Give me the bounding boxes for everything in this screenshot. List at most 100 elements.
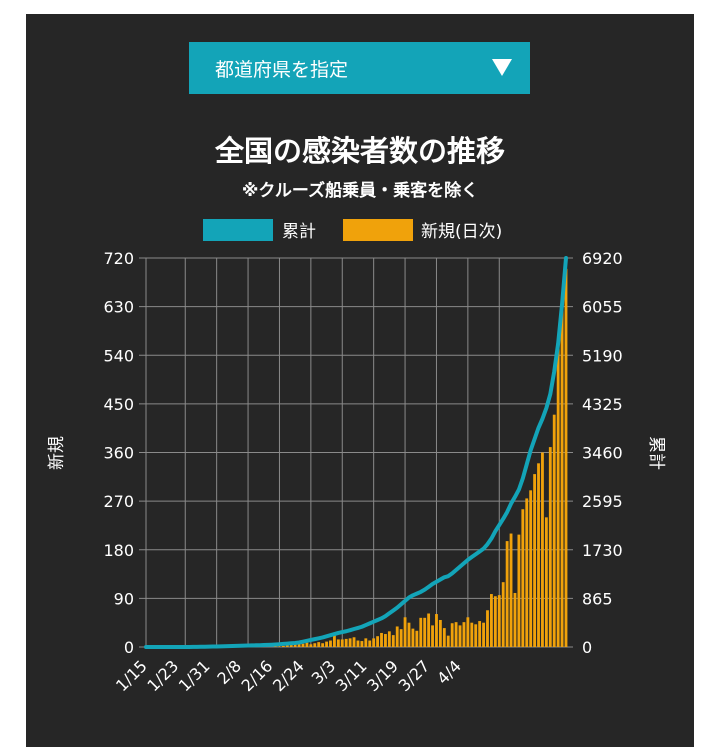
daily-bar xyxy=(340,639,344,647)
daily-bar xyxy=(470,622,474,647)
daily-bar xyxy=(285,645,289,647)
daily-bar xyxy=(356,640,360,647)
daily-bar xyxy=(411,628,415,647)
x-tick-label: 2/24 xyxy=(269,656,308,695)
daily-bar xyxy=(509,533,513,647)
x-tick-label: 1/23 xyxy=(143,656,182,695)
daily-bar xyxy=(513,592,517,647)
daily-bar xyxy=(289,644,293,647)
daily-bar xyxy=(360,641,364,647)
daily-bar xyxy=(313,643,317,647)
prefecture-dropdown[interactable]: 都道府県を指定 xyxy=(189,42,530,94)
y-left-tick-label: 270 xyxy=(103,492,134,511)
daily-bar xyxy=(427,613,431,647)
daily-bar xyxy=(403,617,407,647)
daily-bar xyxy=(293,644,297,647)
daily-bar xyxy=(336,639,340,647)
daily-bar xyxy=(537,463,540,647)
daily-bar xyxy=(309,644,313,647)
daily-bar xyxy=(419,617,423,647)
daily-bar xyxy=(478,621,482,647)
daily-bar xyxy=(497,595,501,647)
y-left-axis-label: 新規 xyxy=(47,436,67,470)
y-right-tick-label: 865 xyxy=(582,589,613,608)
x-tick-label: 3/11 xyxy=(332,656,371,695)
daily-bar xyxy=(505,541,509,647)
y-right-tick-label: 6920 xyxy=(582,249,623,268)
daily-bar xyxy=(501,582,505,647)
daily-bar xyxy=(486,610,489,647)
dropdown-arrow-icon[interactable] xyxy=(492,59,512,76)
y-right-tick-label: 3460 xyxy=(582,444,623,463)
daily-bar xyxy=(438,619,442,647)
daily-bar xyxy=(301,643,305,647)
y-right-tick-label: 0 xyxy=(582,638,592,657)
daily-bar xyxy=(321,643,325,647)
daily-bar xyxy=(564,268,568,647)
daily-bar xyxy=(380,632,383,647)
daily-bar xyxy=(450,623,454,647)
daily-bar xyxy=(399,629,403,647)
y-left-tick-label: 0 xyxy=(124,638,134,657)
y-left-tick-label: 450 xyxy=(103,395,134,414)
daily-bar xyxy=(517,534,521,647)
daily-bar xyxy=(325,641,328,647)
daily-bar xyxy=(482,622,485,647)
x-tick-label: 2/16 xyxy=(238,656,277,695)
daily-bar xyxy=(384,634,387,647)
daily-bar xyxy=(521,509,525,647)
daily-bar xyxy=(435,614,438,647)
y-left-tick-label: 630 xyxy=(103,298,134,317)
legend-label-cumulative: 累計 xyxy=(282,222,316,242)
daily-bar xyxy=(332,635,336,647)
daily-bar xyxy=(431,625,434,647)
daily-bar xyxy=(525,498,529,647)
x-tick-label: 1/15 xyxy=(112,656,151,695)
daily-bar xyxy=(493,596,497,647)
y-right-axis-label: 累計 xyxy=(646,436,666,470)
chart-panel: 都道府県を指定 全国の感染者数の推移 ※クルーズ船乗員・乗客を除く xyxy=(26,14,694,747)
daily-bar xyxy=(352,637,356,647)
daily-bar xyxy=(462,622,466,647)
daily-bar xyxy=(560,301,564,647)
y-right-tick-label: 1730 xyxy=(582,541,623,560)
legend-label-daily: 新規(日次) xyxy=(421,222,502,242)
chart-subtitle: ※クルーズ船乗員・乗客を除く xyxy=(241,181,479,201)
cumulative-line xyxy=(144,256,568,649)
daily-bar xyxy=(533,474,537,647)
x-tick-label: 3/19 xyxy=(363,656,402,695)
daily-bar xyxy=(529,490,533,647)
y-left-tick-label: 180 xyxy=(103,541,134,560)
daily-bar xyxy=(387,631,391,647)
daily-bar xyxy=(466,617,470,647)
daily-bar xyxy=(490,594,493,647)
y-right-tick-label: 5190 xyxy=(582,346,623,365)
daily-bar xyxy=(305,642,309,647)
daily-bar xyxy=(552,414,556,647)
daily-bar xyxy=(446,635,450,647)
x-tick-label: 1/31 xyxy=(175,656,214,695)
prefecture-dropdown-label: 都道府県を指定 xyxy=(215,58,349,81)
y-left-tick-label: 90 xyxy=(114,589,134,608)
daily-bar xyxy=(544,517,548,647)
daily-bar xyxy=(415,630,419,647)
daily-bar xyxy=(348,638,352,647)
y-right-tick-label: 6055 xyxy=(582,298,623,317)
daily-bar xyxy=(274,646,277,647)
daily-bar xyxy=(391,635,395,647)
daily-bar xyxy=(372,638,376,647)
daily-bar xyxy=(278,646,281,647)
daily-bar xyxy=(423,617,427,647)
legend-swatch-daily xyxy=(343,219,413,241)
daily-bar xyxy=(376,636,380,647)
chart-title: 全国の感染者数の推移 xyxy=(214,134,505,168)
daily-bar xyxy=(364,638,368,647)
daily-bar xyxy=(395,626,399,647)
y-right-tick-label: 2595 xyxy=(582,492,623,511)
x-tick-label: 4/4 xyxy=(433,656,465,688)
daily-bar xyxy=(368,640,372,647)
daily-bar xyxy=(297,643,301,647)
daily-bar xyxy=(556,344,560,647)
daily-bar xyxy=(329,640,332,647)
